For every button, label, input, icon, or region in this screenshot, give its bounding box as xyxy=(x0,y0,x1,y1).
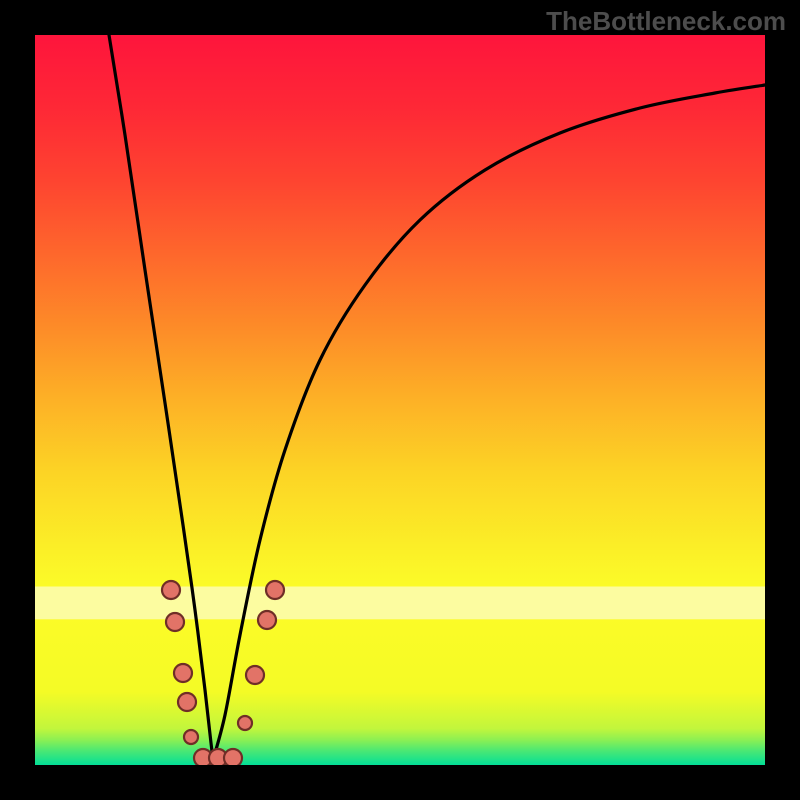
data-marker xyxy=(246,666,264,684)
plot-area xyxy=(35,35,765,765)
data-marker xyxy=(266,581,284,599)
gradient-background xyxy=(35,35,765,765)
data-marker xyxy=(184,730,198,744)
data-marker xyxy=(166,613,184,631)
data-marker xyxy=(258,611,276,629)
data-marker xyxy=(162,581,180,599)
data-marker xyxy=(238,716,252,730)
data-marker xyxy=(224,749,242,765)
data-marker xyxy=(178,693,196,711)
chart-frame: TheBottleneck.com xyxy=(0,0,800,800)
data-marker xyxy=(174,664,192,682)
watermark-text: TheBottleneck.com xyxy=(546,6,786,37)
